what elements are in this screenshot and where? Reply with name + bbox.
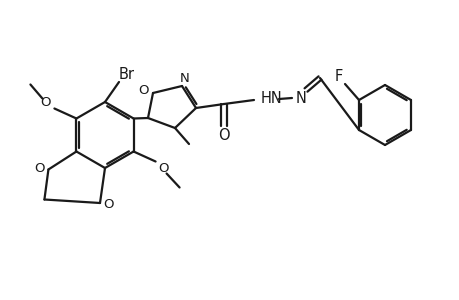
Text: O: O	[218, 128, 230, 142]
Text: O: O	[34, 162, 45, 175]
Text: N: N	[180, 71, 190, 85]
Text: HN: HN	[261, 91, 282, 106]
Text: O: O	[158, 162, 168, 175]
Text: F: F	[334, 68, 342, 83]
Text: O: O	[104, 197, 114, 211]
Text: O: O	[139, 83, 149, 97]
Text: O: O	[40, 96, 50, 109]
Text: Br: Br	[119, 67, 134, 82]
Text: N: N	[295, 91, 306, 106]
